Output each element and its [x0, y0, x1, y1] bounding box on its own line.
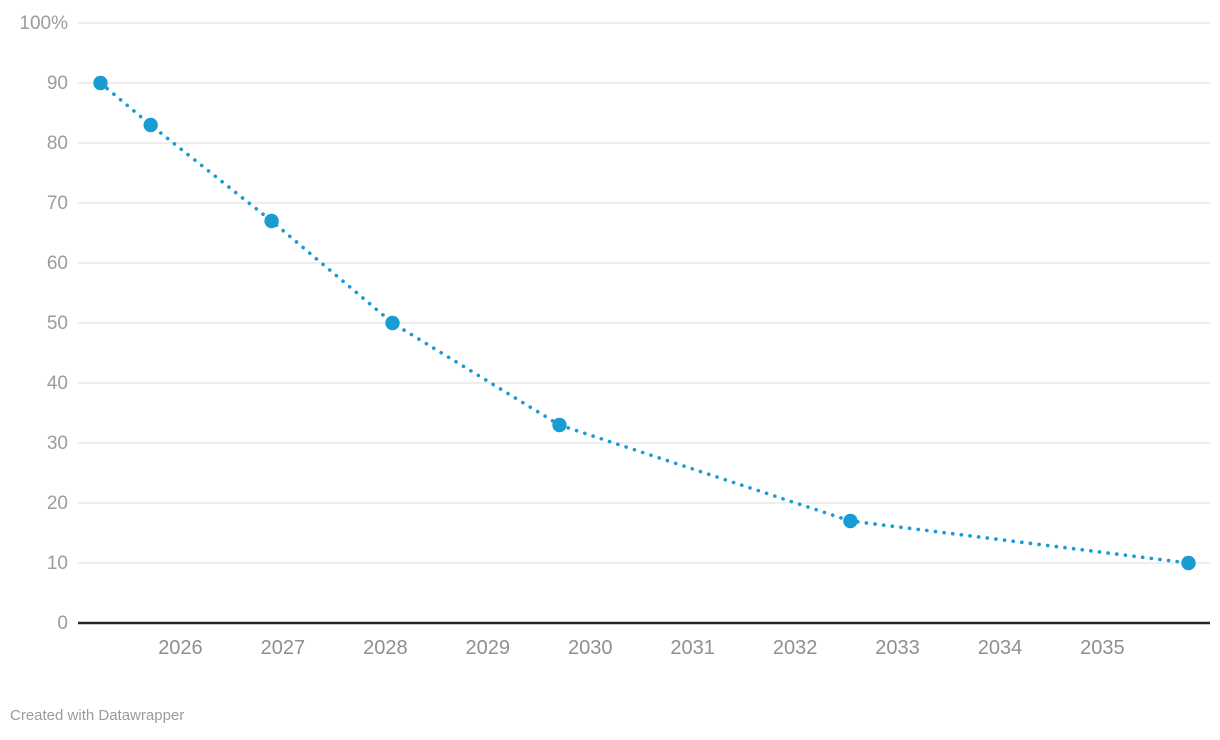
x-tick-label: 2033: [875, 637, 920, 659]
x-tick-label: 2029: [465, 637, 511, 659]
data-point: [385, 315, 400, 331]
data-point: [843, 513, 858, 529]
x-tick-label: 2035: [1080, 637, 1125, 659]
data-point: [552, 417, 567, 433]
x-tick-label: 2027: [260, 637, 306, 659]
x-tick-label: 2034: [977, 637, 1023, 659]
y-tick-label: 70: [46, 192, 68, 214]
data-point: [143, 117, 158, 133]
y-tick-label: 10: [46, 552, 68, 574]
y-tick-label: 20: [46, 492, 68, 514]
data-point: [264, 213, 279, 229]
data-point: [1181, 555, 1196, 571]
x-tick-label: 2031: [670, 637, 715, 659]
x-tick-label: 2026: [158, 637, 203, 659]
y-tick-label: 50: [46, 312, 68, 334]
y-tick-label: 30: [46, 432, 68, 454]
y-tick-label: 40: [46, 372, 68, 394]
y-tick-label: 0: [57, 612, 68, 634]
y-tick-label: 60: [46, 252, 68, 274]
datawrapper-credit: Created with Datawrapper: [10, 707, 185, 724]
y-tick-label: 100%: [19, 12, 68, 34]
y-tick-label: 90: [46, 72, 68, 94]
x-tick-label: 2028: [363, 637, 408, 659]
x-tick-label: 2032: [772, 637, 818, 659]
y-tick-label: 80: [46, 132, 68, 154]
data-point: [93, 75, 108, 91]
x-tick-label: 2030: [567, 637, 613, 659]
